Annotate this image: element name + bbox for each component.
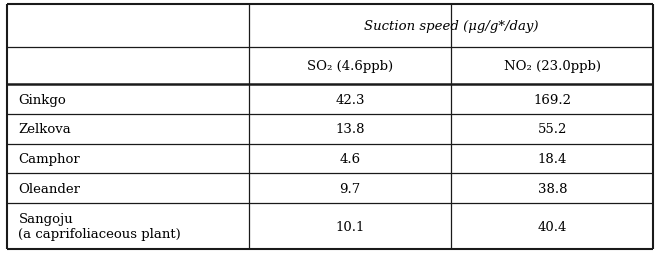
Text: 9.7: 9.7 [340,182,361,195]
Text: Sangoju
(a caprifoliaceous plant): Sangoju (a caprifoliaceous plant) [18,212,182,240]
Text: NO₂ (23.0ppb): NO₂ (23.0ppb) [504,60,601,73]
Text: 55.2: 55.2 [538,123,567,136]
Text: Zelkova: Zelkova [18,123,71,136]
Text: Oleander: Oleander [18,182,81,195]
Text: SO₂ (4.6ppb): SO₂ (4.6ppb) [307,60,393,73]
Text: 169.2: 169.2 [533,93,572,106]
Text: Ginkgo: Ginkgo [18,93,66,106]
Text: Camphor: Camphor [18,153,81,166]
Text: 4.6: 4.6 [340,153,361,166]
Text: 38.8: 38.8 [538,182,567,195]
Text: 42.3: 42.3 [335,93,365,106]
Text: 13.8: 13.8 [335,123,365,136]
Text: 18.4: 18.4 [538,153,567,166]
Text: Suction speed (μg/g*/day): Suction speed (μg/g*/day) [364,20,539,33]
Text: 10.1: 10.1 [335,220,365,233]
Text: 40.4: 40.4 [538,220,567,233]
